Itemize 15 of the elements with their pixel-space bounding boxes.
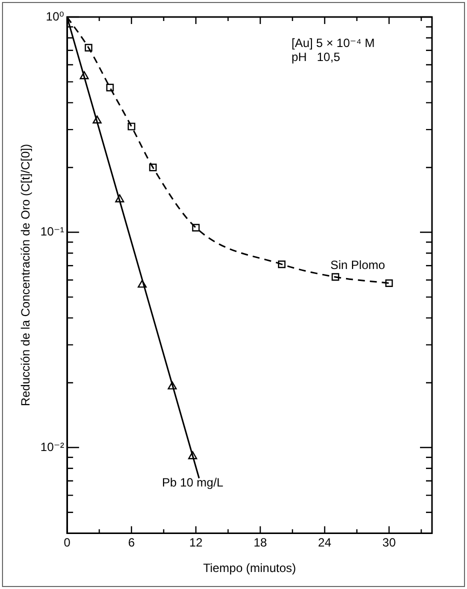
annotation: pH 10,5 (292, 50, 341, 64)
x-tick-label: 12 (189, 536, 203, 550)
series-label: Pb 10 mg/L (162, 475, 224, 490)
x-axis-title: Tiempo (minutos) (203, 561, 296, 576)
y-axis-title: Reducción de la Concentración de Oro (C[t]/C[0]) (18, 144, 33, 406)
y-tick-label: 10⁻² (40, 440, 64, 454)
x-tick-label: 0 (64, 536, 71, 550)
annotation: [Au] 5 × 10⁻⁴ M (292, 36, 375, 50)
y-tick-label: 10⁻¹ (40, 224, 64, 239)
series-label: Sin Plomo (330, 258, 386, 272)
x-tick-label: 24 (318, 536, 332, 550)
x-tick-label: 18 (254, 536, 268, 550)
x-tick-label: 30 (382, 536, 396, 550)
x-tick-label: 6 (128, 536, 136, 550)
y-tick-label: 10⁰ (46, 9, 64, 24)
